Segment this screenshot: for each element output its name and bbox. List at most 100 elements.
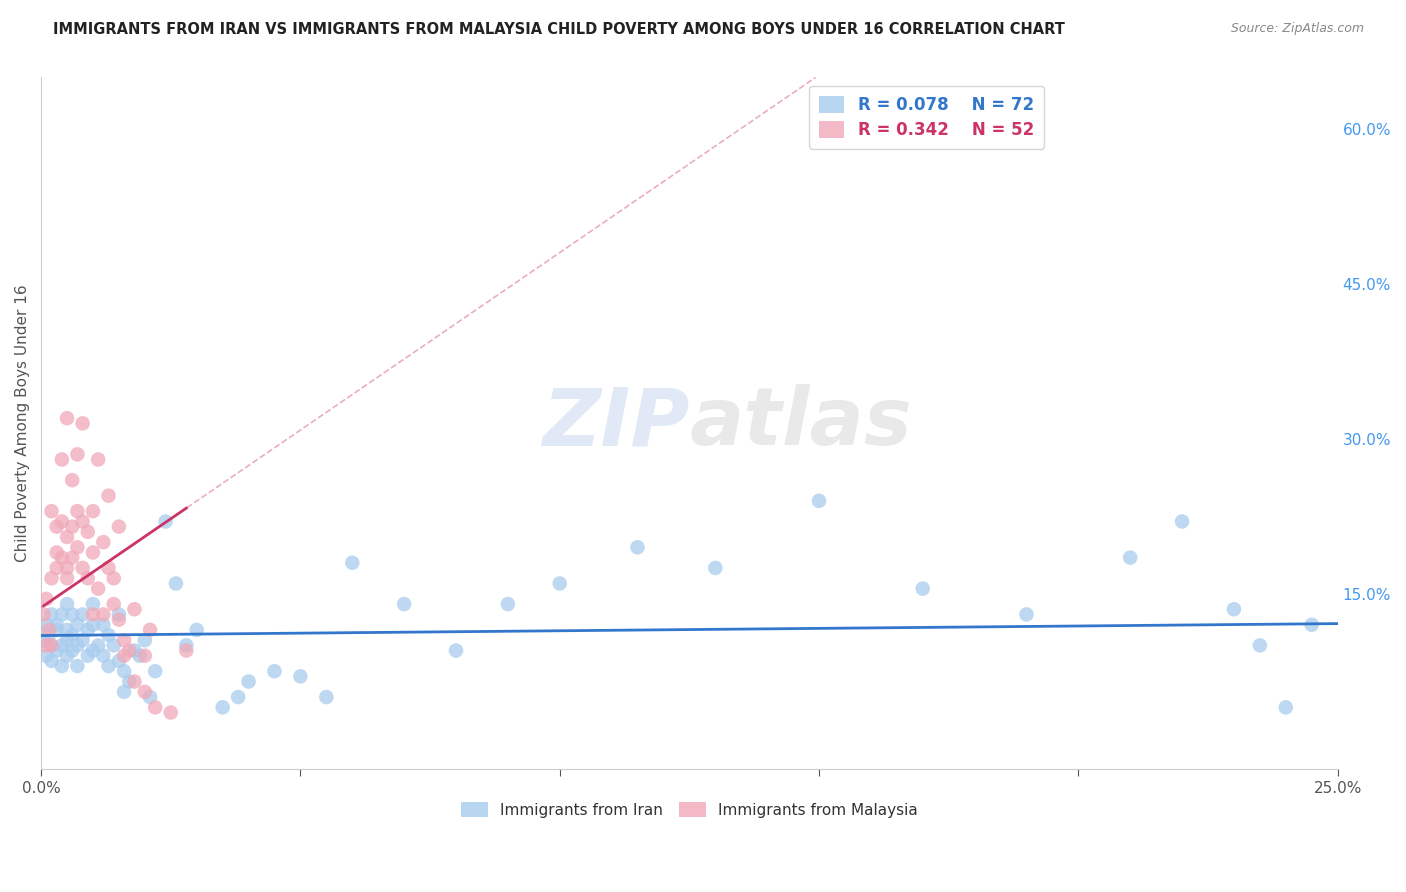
Point	[186, 623, 208, 637]
Point	[76, 648, 98, 663]
Point	[82, 643, 104, 657]
Point	[66, 639, 89, 653]
Point	[87, 582, 110, 596]
Legend: Immigrants from Iran, Immigrants from Malaysia: Immigrants from Iran, Immigrants from Ma…	[454, 796, 924, 824]
Point	[56, 623, 79, 637]
Point	[35, 591, 58, 606]
Point	[66, 659, 89, 673]
Point	[35, 617, 58, 632]
Point	[1301, 617, 1323, 632]
Point	[155, 515, 177, 529]
Point	[103, 597, 125, 611]
Point	[1171, 515, 1194, 529]
Point	[51, 659, 73, 673]
Point	[38, 623, 60, 637]
Point	[808, 493, 831, 508]
Point	[51, 452, 73, 467]
Point	[82, 545, 104, 559]
Point	[51, 639, 73, 653]
Point	[76, 524, 98, 539]
Point	[56, 411, 79, 425]
Point	[76, 623, 98, 637]
Point	[41, 571, 63, 585]
Point	[124, 674, 146, 689]
Point	[56, 561, 79, 575]
Text: ZIP: ZIP	[541, 384, 689, 462]
Point	[56, 633, 79, 648]
Point	[1249, 639, 1271, 653]
Point	[60, 519, 83, 533]
Point	[56, 571, 79, 585]
Point	[143, 700, 166, 714]
Point	[112, 685, 135, 699]
Point	[32, 633, 55, 648]
Point	[41, 639, 63, 653]
Point	[134, 685, 156, 699]
Point	[139, 690, 162, 704]
Point	[1119, 550, 1142, 565]
Point	[82, 617, 104, 632]
Point	[103, 571, 125, 585]
Point	[56, 530, 79, 544]
Point	[93, 648, 115, 663]
Point	[51, 607, 73, 622]
Point	[103, 639, 125, 653]
Point	[72, 561, 94, 575]
Point	[56, 648, 79, 663]
Point	[45, 519, 67, 533]
Point	[143, 664, 166, 678]
Point	[93, 607, 115, 622]
Point	[45, 623, 67, 637]
Point	[66, 541, 89, 555]
Point	[112, 633, 135, 648]
Point	[41, 654, 63, 668]
Point	[35, 648, 58, 663]
Point	[444, 643, 467, 657]
Point	[66, 617, 89, 632]
Point	[45, 545, 67, 559]
Point	[548, 576, 571, 591]
Point	[112, 664, 135, 678]
Point	[704, 561, 727, 575]
Point	[93, 535, 115, 549]
Point	[82, 597, 104, 611]
Point	[82, 504, 104, 518]
Text: atlas: atlas	[689, 384, 912, 462]
Point	[72, 515, 94, 529]
Point	[496, 597, 519, 611]
Point	[97, 561, 120, 575]
Point	[60, 607, 83, 622]
Point	[60, 643, 83, 657]
Point	[60, 473, 83, 487]
Point	[392, 597, 415, 611]
Point	[118, 674, 141, 689]
Point	[32, 607, 55, 622]
Point	[159, 706, 181, 720]
Point	[87, 452, 110, 467]
Point	[112, 648, 135, 663]
Point	[263, 664, 285, 678]
Point	[134, 648, 156, 663]
Point	[315, 690, 337, 704]
Point	[290, 669, 312, 683]
Point	[226, 690, 249, 704]
Point	[1015, 607, 1038, 622]
Point	[97, 628, 120, 642]
Point	[626, 541, 648, 555]
Point	[211, 700, 233, 714]
Point	[238, 674, 260, 689]
Point	[97, 659, 120, 673]
Point	[108, 607, 131, 622]
Point	[72, 633, 94, 648]
Point	[56, 597, 79, 611]
Point	[911, 582, 934, 596]
Point	[93, 617, 115, 632]
Point	[165, 576, 187, 591]
Point	[45, 561, 67, 575]
Point	[41, 639, 63, 653]
Point	[38, 628, 60, 642]
Y-axis label: Child Poverty Among Boys Under 16: Child Poverty Among Boys Under 16	[15, 285, 30, 562]
Point	[51, 515, 73, 529]
Point	[45, 617, 67, 632]
Point	[60, 550, 83, 565]
